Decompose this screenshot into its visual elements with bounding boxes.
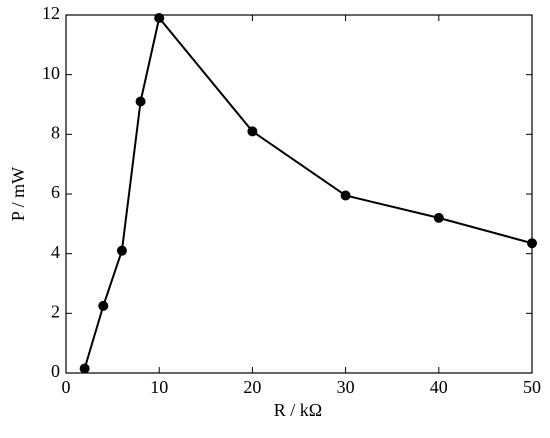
plot-frame	[65, 14, 533, 374]
data-point	[154, 12, 165, 23]
data-point	[340, 190, 351, 201]
data-point	[247, 126, 258, 137]
x-tick-label: 40	[430, 377, 448, 397]
y-tick-label: 8	[51, 122, 60, 142]
y-tick-label: 4	[51, 242, 60, 262]
y-tick-label: 2	[51, 301, 60, 321]
y-tick-label: 0	[51, 361, 60, 381]
data-point	[98, 300, 109, 311]
y-axis-label: P / mW	[8, 167, 28, 221]
x-tick-label: 20	[243, 377, 261, 397]
x-tick-label: 0	[62, 377, 71, 397]
y-tick-label: 10	[42, 63, 60, 83]
y-tick-label: 6	[51, 182, 60, 202]
data-point	[527, 238, 537, 249]
data-point	[135, 96, 146, 107]
data-line	[83, 15, 533, 369]
x-axis-label: R / kΩ	[274, 400, 322, 420]
data-point	[79, 363, 90, 374]
y-tick-label: 12	[42, 3, 60, 23]
x-tick-label: 30	[337, 377, 355, 397]
x-tick-label: 50	[523, 377, 541, 397]
x-tick-label: 10	[150, 377, 168, 397]
data-point	[433, 212, 444, 223]
data-point	[116, 245, 127, 256]
